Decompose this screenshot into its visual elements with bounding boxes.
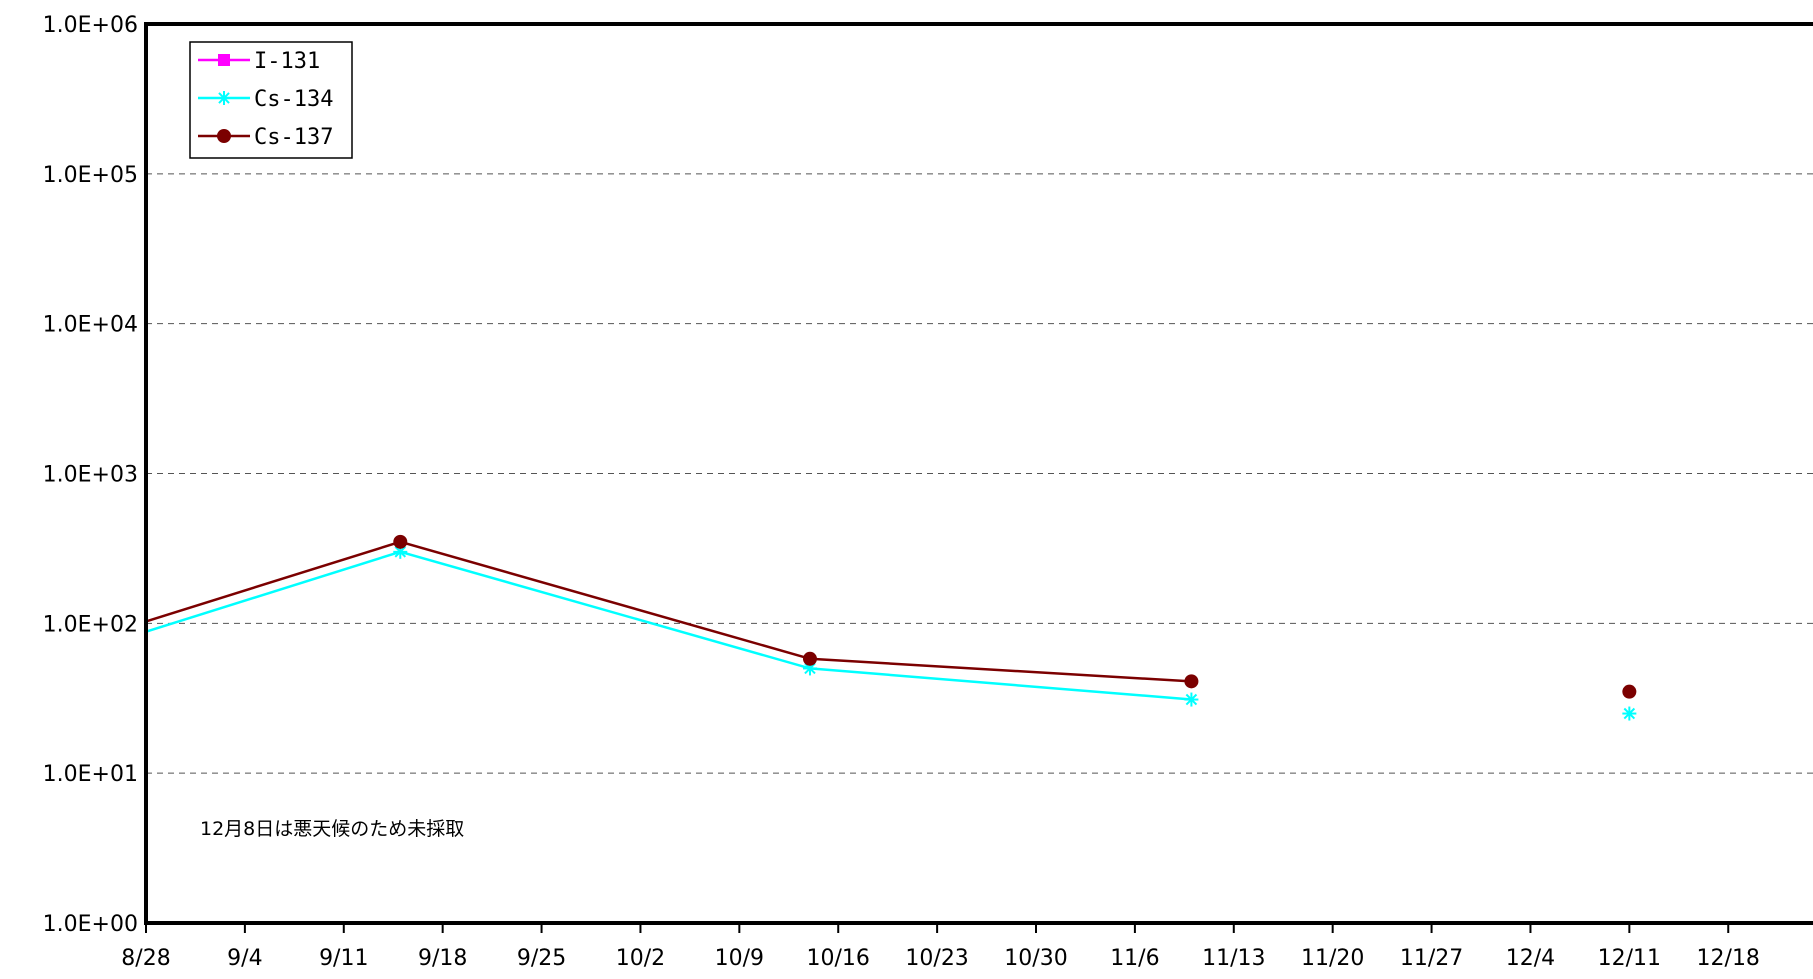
y-tick-label: 1.0E+01 (43, 762, 138, 787)
x-tick-label: 9/25 (517, 946, 566, 971)
x-tick-label: 12/4 (1506, 946, 1555, 971)
annotation-note: 12月8日は悪天候のため未採取 (200, 818, 464, 840)
axes: 1.0E+00 1.0E+01 1.0E+02 1.0E+03 1.0E+04 1.0E+… (43, 13, 1813, 971)
legend: I-131 Cs-134 Cs-137 (189, 41, 353, 159)
data-point (1622, 684, 1637, 699)
data-point (1184, 674, 1199, 689)
y-tick-label: 1.0E+04 (43, 313, 138, 338)
x-tick-label: 10/30 (1004, 946, 1067, 971)
x-tick-label: 11/27 (1400, 946, 1463, 971)
x-tick-label: 12/11 (1598, 946, 1661, 971)
data-point (802, 661, 817, 676)
x-tick-label: 10/2 (616, 946, 665, 971)
x-tick-label: 12/18 (1697, 946, 1760, 971)
legend-box (189, 41, 353, 159)
data-point (217, 91, 231, 105)
x-tick-label: 9/11 (319, 946, 368, 971)
x-tick-label: 11/6 (1110, 946, 1159, 971)
x-tick-label: 9/18 (418, 946, 467, 971)
data-point (1184, 692, 1199, 707)
series-layer (145, 534, 1637, 721)
data-point (1622, 706, 1637, 721)
gridlines (146, 173, 1813, 774)
x-tick-label: 11/20 (1301, 946, 1364, 971)
data-point (393, 544, 408, 559)
legend-label: Cs-134 (254, 87, 333, 112)
x-tick-label: 11/13 (1202, 946, 1265, 971)
x-tick-label: 8/28 (121, 946, 170, 971)
x-tick-label: 10/23 (905, 946, 968, 971)
x-tick-label: 10/9 (715, 946, 764, 971)
data-point (802, 651, 817, 666)
legend-label: I-131 (254, 49, 320, 74)
data-point (217, 129, 231, 143)
y-tick-label: 1.0E+05 (43, 163, 138, 188)
series-line (145, 550, 1192, 701)
y-tick-label: 1.0E+00 (43, 912, 138, 937)
data-point (393, 534, 408, 549)
series-line (145, 540, 1192, 683)
y-tick-label: 1.0E+02 (43, 612, 138, 637)
x-tick-label: 9/4 (227, 946, 262, 971)
y-tick-label: 1.0E+03 (43, 463, 138, 488)
legend-label: Cs-137 (254, 125, 333, 150)
data-point (218, 54, 230, 66)
y-tick-label: 1.0E+06 (43, 13, 138, 38)
x-tick-label: 10/16 (807, 946, 870, 971)
